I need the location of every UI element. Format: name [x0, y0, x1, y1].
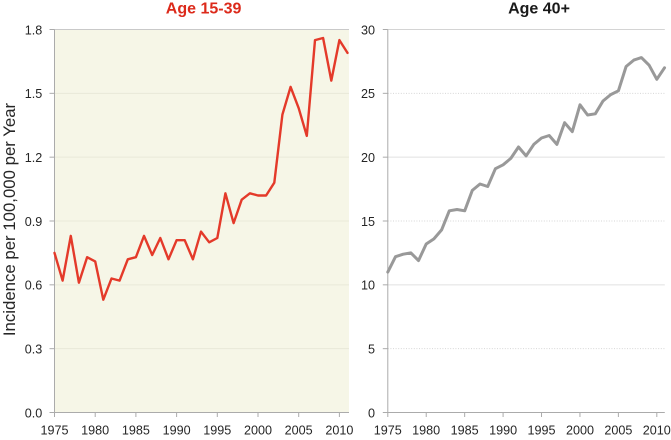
svg-text:1.2: 1.2	[25, 151, 43, 165]
svg-text:Incidence per 100,000 per Year: Incidence per 100,000 per Year	[0, 102, 19, 336]
svg-text:15: 15	[361, 215, 375, 229]
svg-text:2000: 2000	[566, 423, 594, 435]
svg-text:0.6: 0.6	[25, 279, 43, 293]
svg-text:1990: 1990	[163, 423, 191, 435]
svg-text:1980: 1980	[81, 423, 109, 435]
svg-text:1995: 1995	[527, 423, 555, 435]
svg-text:10: 10	[361, 279, 375, 293]
svg-text:1975: 1975	[374, 423, 402, 435]
svg-text:1990: 1990	[489, 423, 517, 435]
svg-text:0.0: 0.0	[25, 406, 43, 420]
svg-text:1980: 1980	[412, 423, 440, 435]
svg-text:0.9: 0.9	[25, 215, 43, 229]
svg-text:2005: 2005	[285, 423, 313, 435]
svg-text:2005: 2005	[604, 423, 632, 435]
svg-text:0.3: 0.3	[25, 342, 43, 356]
svg-text:2010: 2010	[325, 423, 353, 435]
svg-text:Age 40+: Age 40+	[508, 0, 570, 17]
svg-text:1.8: 1.8	[25, 23, 43, 37]
svg-text:30: 30	[361, 23, 375, 37]
svg-text:25: 25	[361, 87, 375, 101]
svg-text:1995: 1995	[203, 423, 231, 435]
svg-text:20: 20	[361, 151, 375, 165]
svg-text:Age 15-39: Age 15-39	[166, 0, 242, 17]
svg-text:0: 0	[368, 406, 375, 420]
svg-text:2000: 2000	[244, 423, 272, 435]
svg-text:5: 5	[368, 342, 375, 356]
svg-text:1.5: 1.5	[25, 87, 43, 101]
svg-text:2010: 2010	[643, 423, 671, 435]
svg-text:1985: 1985	[451, 423, 479, 435]
svg-text:1985: 1985	[122, 423, 150, 435]
svg-text:1975: 1975	[40, 423, 68, 435]
